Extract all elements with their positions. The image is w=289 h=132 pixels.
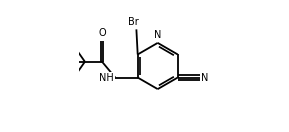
Text: Br: Br xyxy=(128,17,139,27)
Text: N: N xyxy=(154,30,161,40)
Text: NH: NH xyxy=(99,73,114,82)
Text: O: O xyxy=(98,28,106,38)
Text: N: N xyxy=(201,73,209,82)
